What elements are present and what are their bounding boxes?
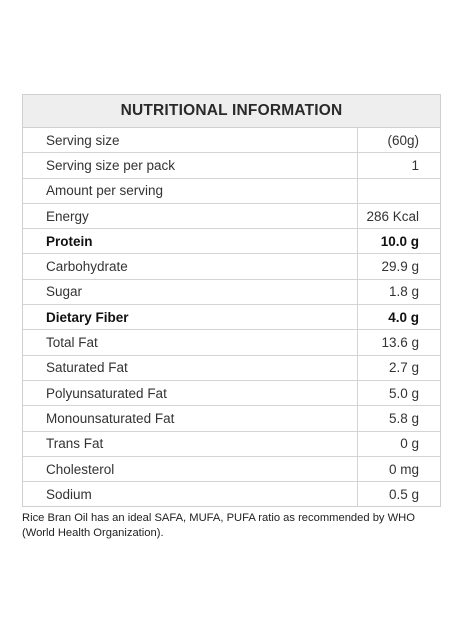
nutrient-value: 13.6 g	[357, 329, 440, 356]
nutrition-table: Serving size (60g) Serving size per pack 1 A…	[23, 128, 440, 507]
nutrition-panel: NUTRITIONAL INFORMATION Serving size (60g…	[22, 94, 441, 508]
nutrient-label: Cholesterol	[23, 456, 358, 483]
footnote: Rice Bran Oil has an ideal SAFA, MUFA, P…	[22, 512, 415, 539]
table-row: Total Fat 13.6 g	[23, 329, 440, 356]
nutrient-value: 29.9 g	[357, 253, 440, 280]
table-row: Sugar 1.8 g	[23, 279, 440, 306]
nutrient-label: Saturated Fat	[23, 355, 358, 381]
nutrient-label: Sugar	[23, 279, 358, 306]
nutrient-label: Total Fat	[23, 329, 358, 356]
table-row: Polyunsaturated Fat 5.0 g	[23, 380, 440, 407]
nutrient-value: 4.0 g	[357, 304, 440, 331]
nutrient-label: Polyunsaturated Fat	[23, 380, 358, 407]
nutrient-value: 1.8 g	[357, 279, 440, 306]
table-row: Dietary Fiber 4.0 g	[23, 304, 440, 331]
table-row: Serving size per pack 1	[23, 152, 440, 179]
nutrient-value: 1	[357, 152, 440, 179]
nutrient-label: Carbohydrate	[23, 253, 358, 280]
nutrient-value: 5.8 g	[357, 405, 440, 432]
table-row: Amount per serving	[23, 178, 440, 204]
nutrient-value: 5.0 g	[357, 380, 440, 407]
nutrient-label: Protein	[23, 228, 358, 255]
nutrient-label: Energy	[23, 203, 358, 230]
nutrient-value: (60g)	[357, 128, 440, 154]
table-row: Cholesterol 0 mg	[23, 456, 440, 483]
nutrient-label: Serving size per pack	[23, 152, 358, 179]
table-row: Trans Fat 0 g	[23, 431, 440, 457]
table-row: Saturated Fat 2.7 g	[23, 355, 440, 381]
table-row: Monounsaturated Fat 5.8 g	[23, 405, 440, 432]
nutrient-label: Amount per serving	[23, 178, 358, 204]
nutrient-label: Dietary Fiber	[23, 304, 358, 331]
table-row: Carbohydrate 29.9 g	[23, 253, 440, 280]
table-row: Protein 10.0 g	[23, 228, 440, 255]
nutrient-label: Monounsaturated Fat	[23, 405, 358, 432]
nutrient-value: 0 g	[357, 431, 440, 457]
nutrient-label: Serving size	[23, 128, 358, 154]
nutrient-label: Trans Fat	[23, 431, 358, 457]
nutrient-value: 10.0 g	[357, 228, 440, 255]
nutrient-value: 0.5 g	[388, 486, 419, 502]
nutrient-value: 0 mg	[357, 456, 440, 483]
table-row: Serving size (60g)	[23, 128, 440, 154]
table-row: Sodium 0.5 g	[23, 481, 440, 507]
nutrient-value: 2.7 g	[357, 355, 440, 381]
nutrient-value: 286 Kcal	[357, 203, 440, 230]
panel-title: NUTRITIONAL INFORMATION	[23, 95, 440, 128]
nutrient-label: Sodium	[23, 481, 358, 507]
nutrient-value	[357, 178, 440, 204]
table-row: Energy 286 Kcal	[23, 203, 440, 230]
nutrition-rows: Serving size (60g) Serving size per pack 1 A…	[23, 128, 440, 507]
